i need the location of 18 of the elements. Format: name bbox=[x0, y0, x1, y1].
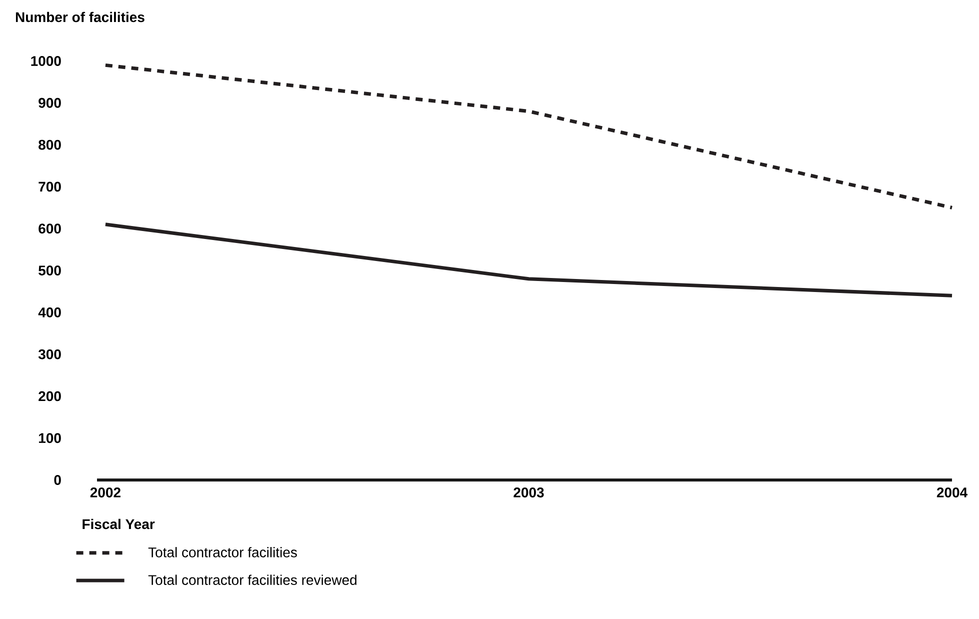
y-tick-label: 800 bbox=[38, 140, 61, 150]
x-tick-label: 2002 bbox=[90, 488, 120, 498]
x-tick-label: 2003 bbox=[514, 488, 544, 498]
y-tick-label: 500 bbox=[38, 266, 61, 276]
x-tick-label: 2004 bbox=[936, 488, 968, 498]
legend-label: Total contractor facilities bbox=[148, 547, 297, 558]
y-tick-label: 0 bbox=[54, 475, 61, 485]
legend-label: Total contractor facilities reviewed bbox=[148, 574, 356, 585]
y-tick-label: 300 bbox=[38, 349, 61, 360]
y-tick-label: 200 bbox=[38, 391, 61, 402]
y-tick-label: 700 bbox=[38, 182, 61, 192]
y-tick-label: 1000 bbox=[31, 56, 61, 66]
y-tick-label: 400 bbox=[38, 307, 61, 318]
y-tick-label: 600 bbox=[38, 224, 61, 234]
x-axis-title: Fiscal Year bbox=[82, 518, 155, 530]
y-axis-title: Number of facilities bbox=[16, 12, 144, 22]
y-tick-label: 900 bbox=[38, 98, 61, 108]
y-tick-label: 100 bbox=[38, 433, 61, 444]
